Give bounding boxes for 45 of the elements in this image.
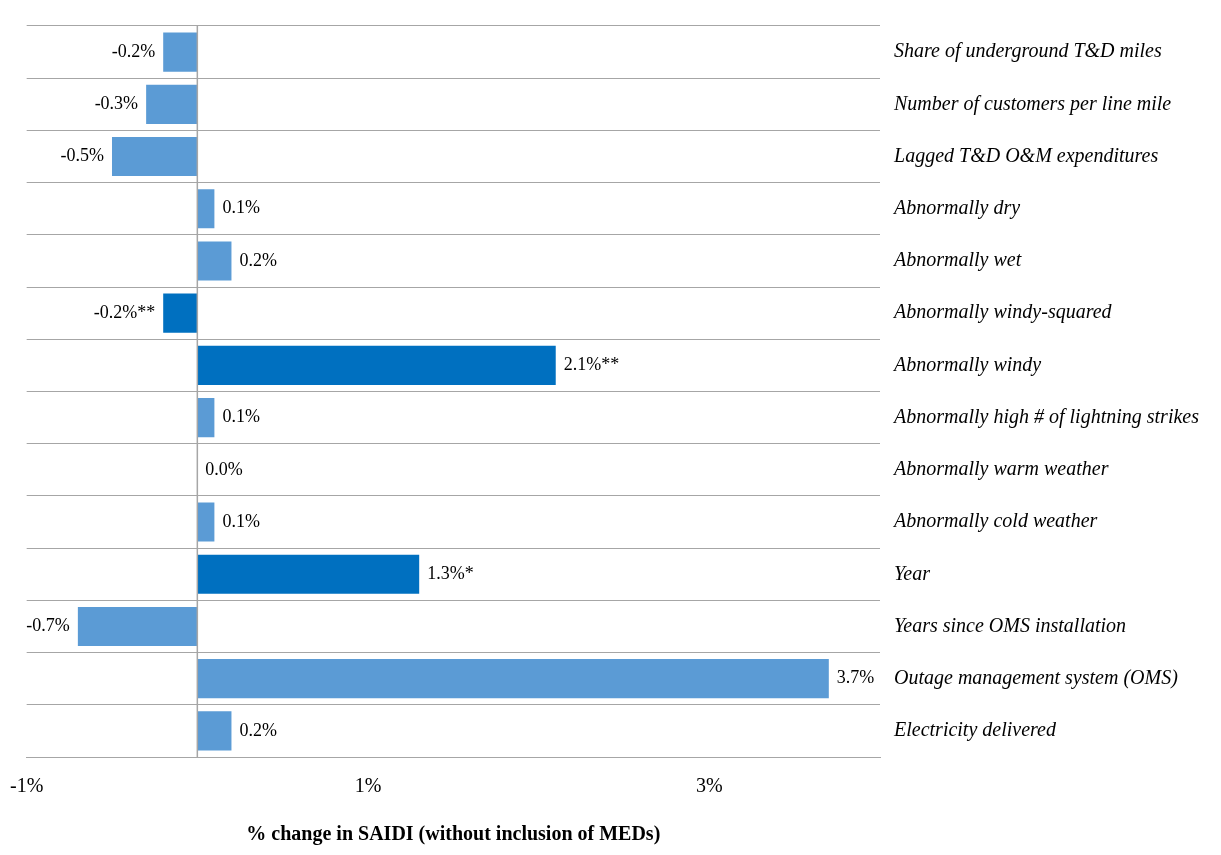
data-label: -0.7% <box>26 615 70 636</box>
data-label: 1.3%* <box>427 562 474 583</box>
data-label: -0.3% <box>94 93 139 114</box>
data-label: 0.0% <box>205 458 243 479</box>
bar <box>163 32 198 72</box>
y-tick-label: Abnormally dry <box>892 196 1021 219</box>
x-tick-label: -1% <box>10 774 44 797</box>
data-label: 0.2% <box>239 719 277 740</box>
y-tick-label: Year <box>894 561 931 584</box>
bar <box>197 554 420 594</box>
y-tick-label: Electricity delivered <box>893 718 1057 742</box>
y-tick-label: Years since OMS installation <box>894 613 1127 636</box>
bar <box>163 293 198 333</box>
bar <box>197 659 829 699</box>
data-label: 0.1% <box>222 406 260 427</box>
data-label: 2.1%** <box>563 354 620 375</box>
bar <box>197 241 232 281</box>
y-tick-label: Share of underground T&D miles <box>894 39 1162 63</box>
data-label: -0.5% <box>60 145 104 166</box>
bar <box>197 189 215 229</box>
bar <box>146 84 198 124</box>
x-axis-title: % change in SAIDI (without inclusion of MEDs) <box>246 822 661 846</box>
y-tick-label: Abnormally wet <box>892 248 1022 272</box>
y-tick-label: Abnormally warm weather <box>892 457 1109 481</box>
bar <box>197 502 215 542</box>
data-label: -0.2%** <box>93 301 156 322</box>
y-tick-label: Outage management system (OMS) <box>894 665 1179 689</box>
y-tick-label: Abnormally windy <box>892 352 1042 376</box>
bar <box>197 398 215 438</box>
x-tick-label: 1% <box>354 774 382 797</box>
bar <box>112 136 198 177</box>
data-label: -0.2% <box>111 40 156 61</box>
y-tick-label: Number of customers per line mile <box>893 91 1172 115</box>
y-tick-label: Abnormally windy-squared <box>892 300 1113 324</box>
data-label: 0.1% <box>222 197 260 218</box>
data-label: 0.1% <box>222 510 260 531</box>
bar <box>197 345 556 385</box>
data-label: 3.7% <box>836 667 875 688</box>
bar <box>197 711 232 751</box>
y-tick-label: Abnormally high # of lightning strikes <box>892 404 1200 428</box>
y-tick-label: Lagged T&D O&M expenditures <box>893 143 1159 167</box>
data-label: 0.2% <box>239 249 277 270</box>
x-tick-label: 3% <box>696 774 723 797</box>
bar <box>77 606 198 647</box>
y-tick-label: Abnormally cold weather <box>892 509 1098 533</box>
